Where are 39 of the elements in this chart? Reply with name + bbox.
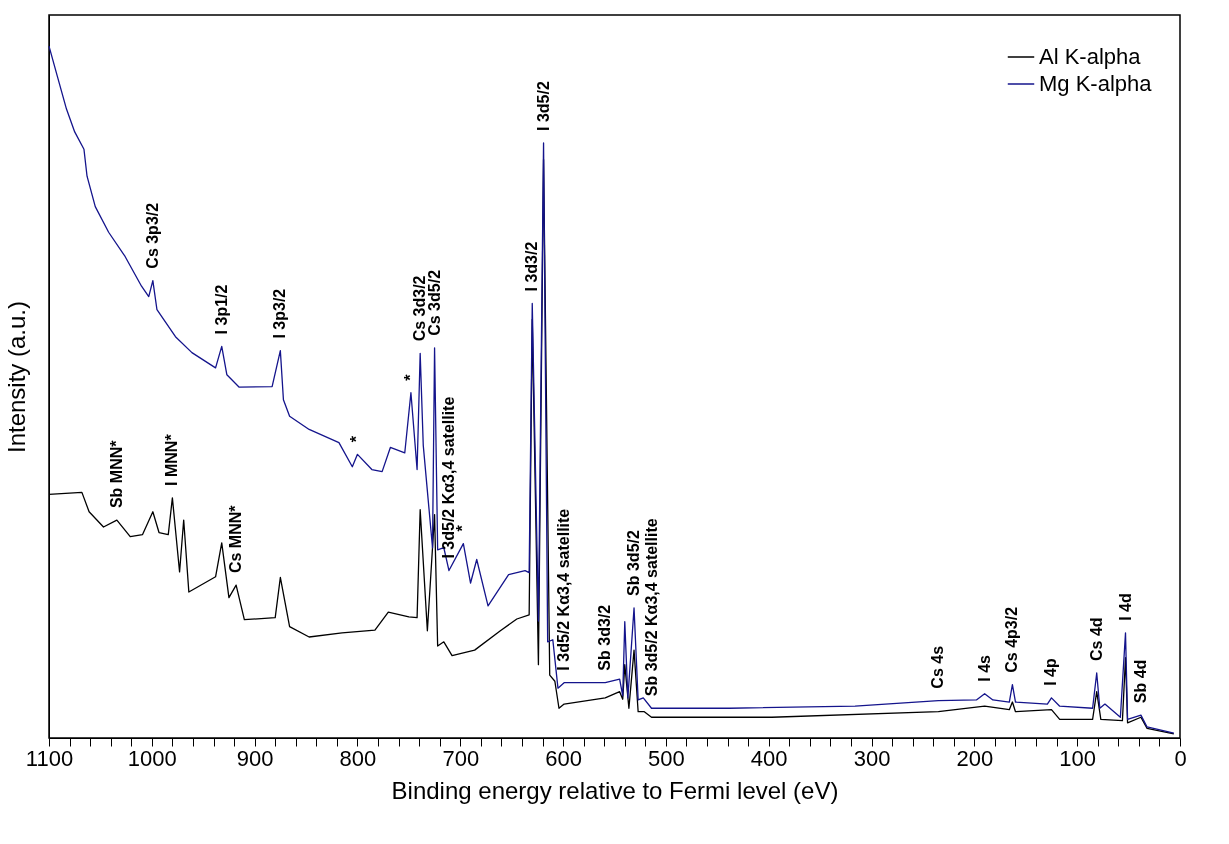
annotation: I 3d5/2 Kα3,4 satellite [555,508,573,671]
annotation: Cs 3p3/2 [143,202,161,269]
annotation: Sb 4d [1131,659,1149,704]
annotation: Cs MNN* [227,504,245,574]
legend-label: Mg K-alpha [1039,71,1153,96]
annotation: I 3p3/2 [271,288,289,339]
annotation: Sb 3d5/2 [625,530,643,596]
x-tick-label: 800 [339,745,377,771]
x-tick-label: 600 [545,745,582,771]
annotation: I 4d [1116,593,1134,621]
annotation: * [348,435,366,443]
x-tick-label: 1000 [127,745,177,771]
y-axis-title: Intensity (a.u.) [2,300,30,454]
x-axis-title: Binding energy relative to Fermi level (eV) [391,776,839,804]
x-tick-label: 200 [956,745,994,771]
annotation: * [401,373,419,381]
annotation: I 3p1/2 [212,284,230,335]
x-tick-label: 100 [1059,745,1097,771]
x-tick-label: 700 [442,745,480,771]
annotation: I 4p [1042,658,1060,686]
x-tick-label: 0 [1174,745,1187,771]
annotation: I 3d5/2 Kα3,4 satellite [439,396,457,559]
annotation: Sb 3d5/2 Kα3,4 satellite [642,518,660,697]
x-tick-label: 1100 [25,745,74,771]
annotation: I MNN* [163,433,181,486]
annotation: Sb MNN* [107,439,125,509]
x-tick-label: 400 [750,745,788,771]
x-tick-label: 300 [853,745,891,771]
x-tick-label: 900 [236,745,274,771]
annotation: I 3d3/2 [523,241,541,292]
annotation: I 4s [975,654,993,682]
annotation: Cs 4s [929,645,947,689]
annotation: Cs 4d [1087,617,1105,661]
annotation: Sb 3d3/2 [596,604,614,671]
annotation: Cs 4p3/2 [1003,606,1021,673]
x-tick-label: 500 [648,745,685,771]
legend-label: Al K-alpha [1039,44,1142,69]
annotation: * [454,524,472,532]
annotation: I 3d5/2 [534,81,552,131]
